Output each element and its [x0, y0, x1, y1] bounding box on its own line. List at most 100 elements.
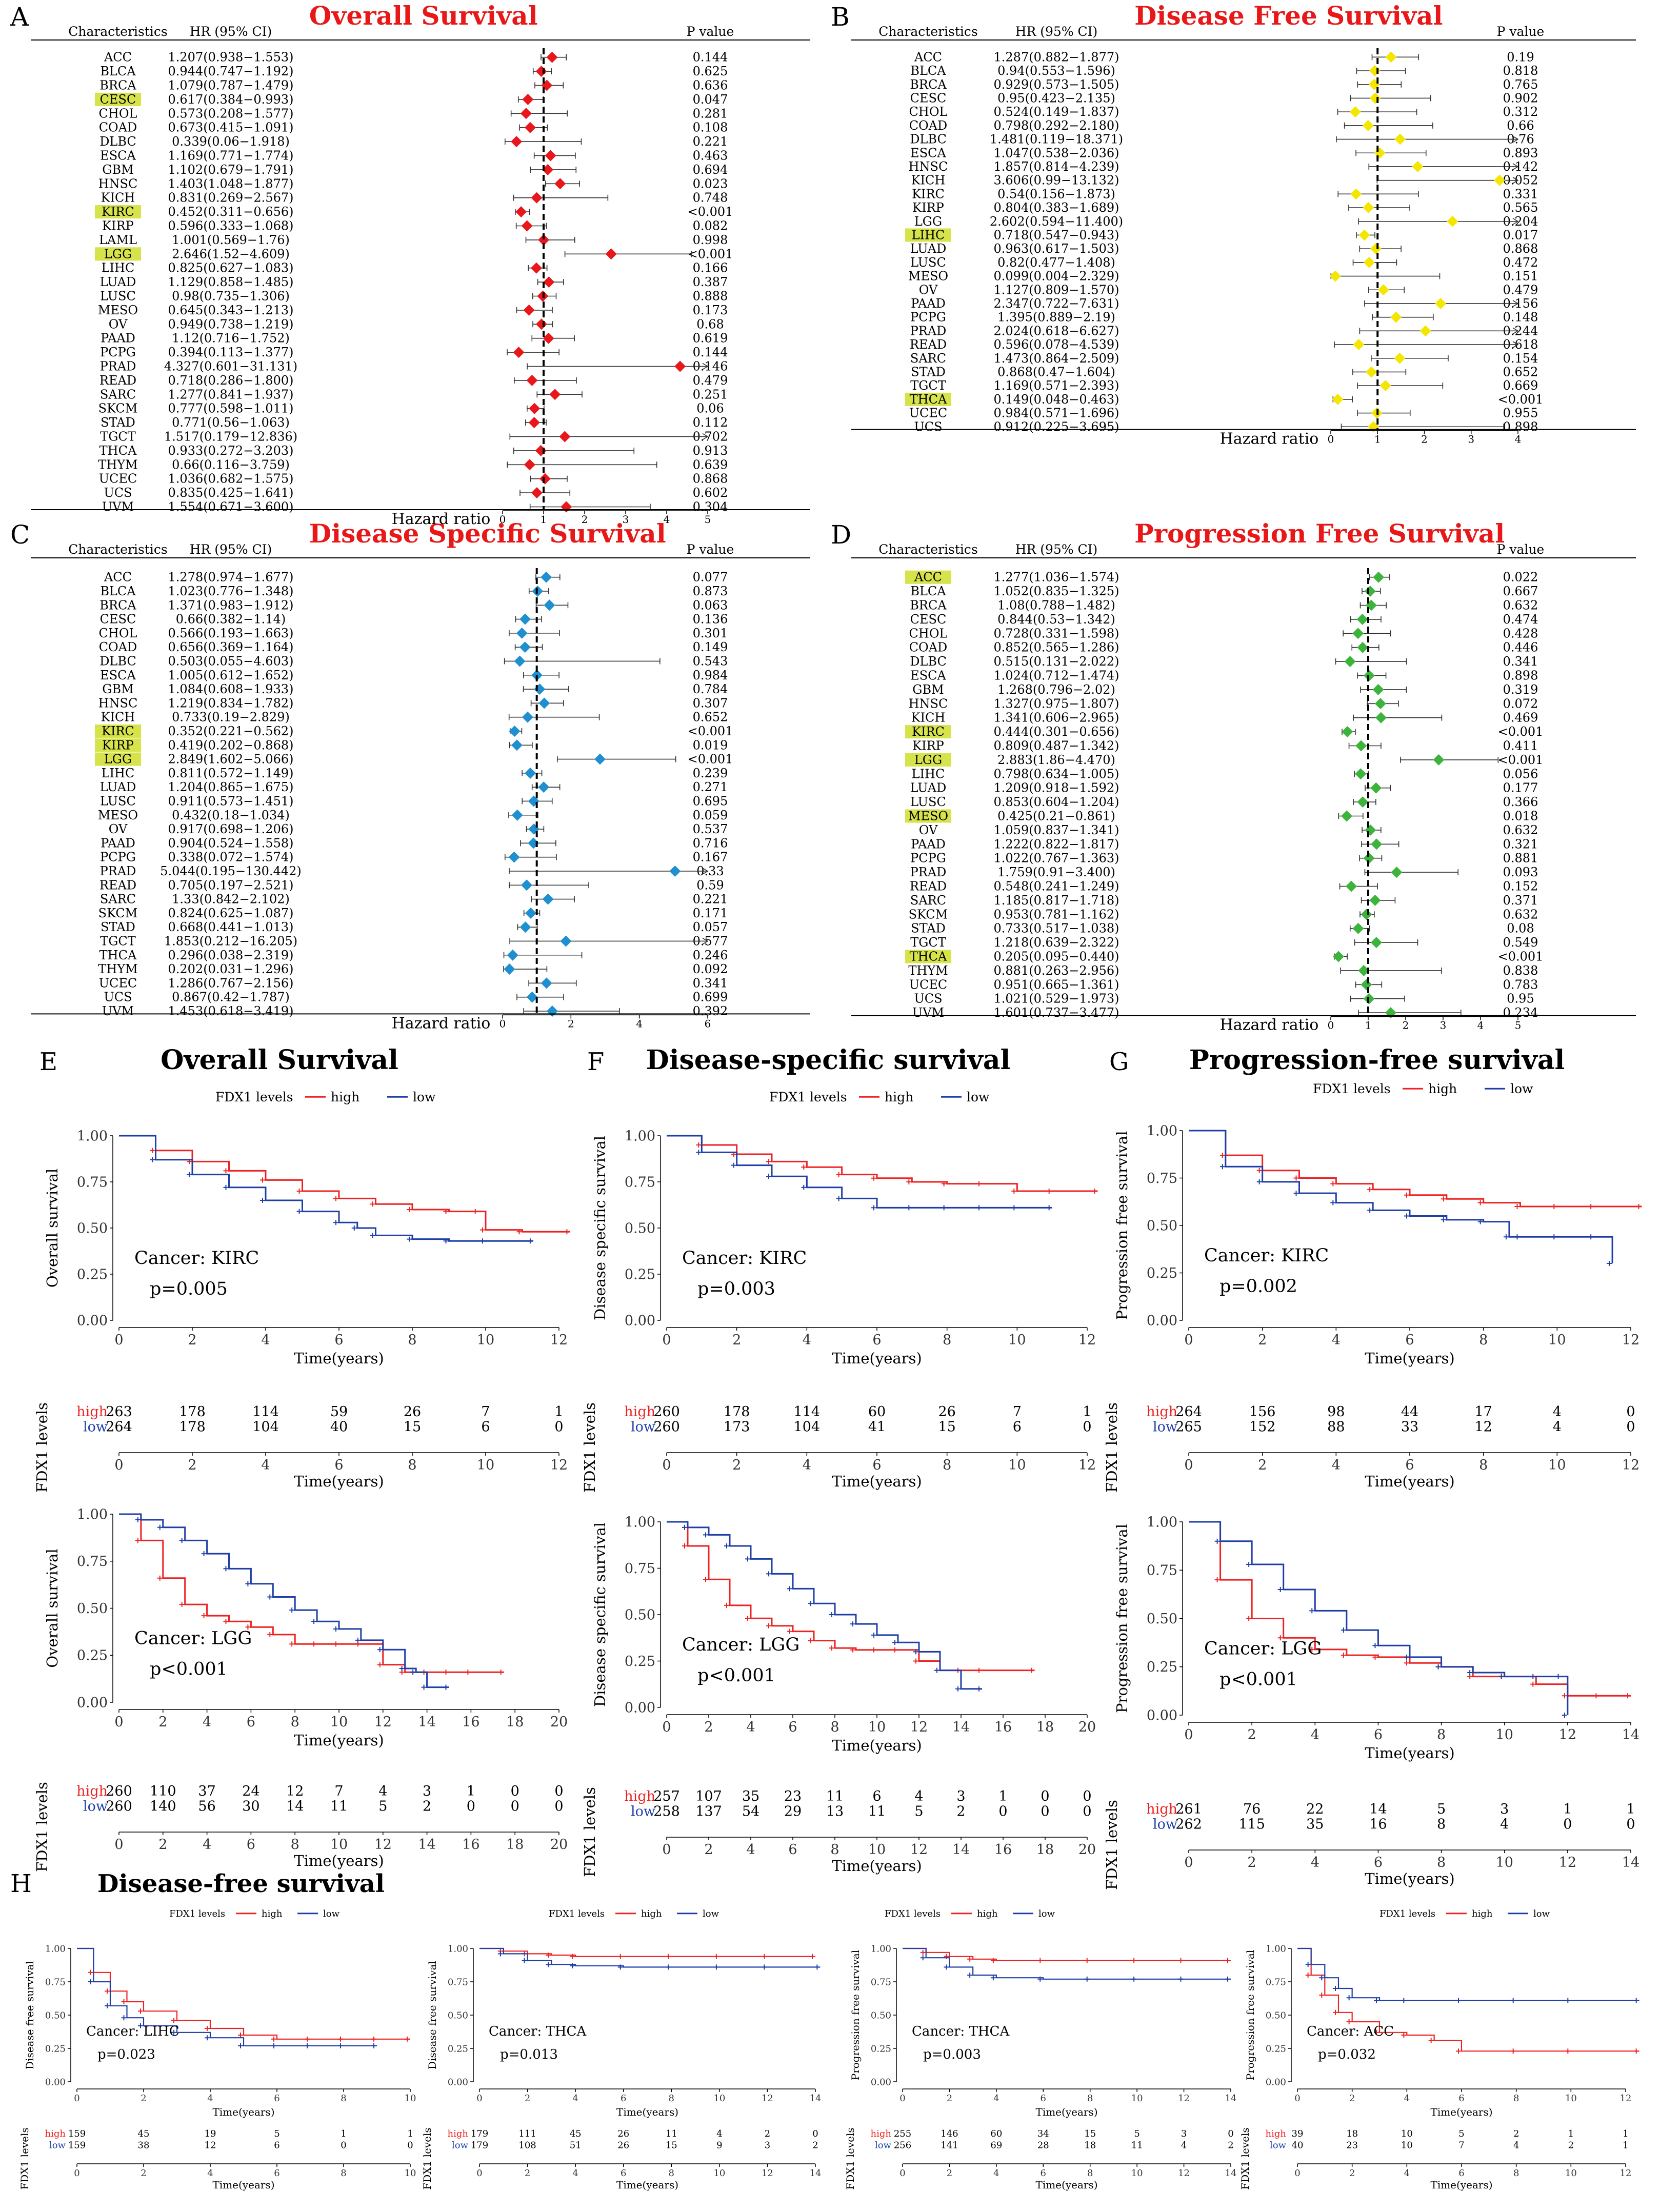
x-axis-label: Time(years): [832, 1737, 922, 1754]
risk-count-high: 0: [1083, 1788, 1091, 1804]
x-axis-label: Time(years): [832, 1350, 922, 1367]
risk-count-low: 256: [894, 2140, 911, 2150]
censor-mark: [762, 1954, 767, 1959]
censor-mark: [311, 1641, 317, 1647]
y-tick-label: 0.25: [77, 1266, 108, 1282]
x-tick-label: 20: [550, 1714, 568, 1730]
hr-point: [1342, 726, 1353, 738]
survival-curve-low: [1189, 1130, 1613, 1263]
y-axis-label: Disease specific survival: [591, 1522, 609, 1707]
y-tick-label: 1.00: [625, 1128, 655, 1144]
risk-count-high: 0: [812, 2128, 818, 2139]
risk-count-low: 11: [868, 1804, 886, 1820]
risk-count-high: 1: [467, 1783, 475, 1799]
x-tick-label: 0: [1294, 2093, 1300, 2104]
row-hr-ci: 1.036(0.682−1.575): [168, 472, 294, 486]
censor-mark: [1367, 1208, 1373, 1213]
row-hr-ci: 0.825(0.627−1.083): [168, 261, 294, 275]
risk-x-tick-label: 2: [158, 1837, 167, 1853]
x-tick-label: 10: [1548, 1332, 1566, 1348]
censor-mark: [1510, 2048, 1516, 2054]
row-label: LUSC: [100, 289, 136, 304]
x-tick-label: 8: [943, 1332, 951, 1348]
risk-count-high: 22: [1306, 1801, 1324, 1817]
p-value-label: p=0.013: [500, 2047, 558, 2062]
legend: FDX1 levels high low: [169, 1908, 340, 1919]
highlight-box: [905, 570, 951, 584]
censor-mark: [399, 1665, 405, 1671]
row-hr-ci: 1.277(0.841−1.937): [168, 387, 294, 401]
risk-x-tick-label: 12: [1620, 2168, 1632, 2179]
chart-title: Disease Free Survival: [1134, 1, 1443, 31]
row-hr-ci: 0.951(0.665−1.361): [994, 977, 1119, 992]
hr-point: [549, 389, 561, 400]
censor-mark: [1293, 1191, 1299, 1196]
risk-x-tick-label: 6: [274, 2168, 279, 2179]
km-plot-F: F Disease-specific survival FDX1 levels hig…: [581, 1044, 1098, 1493]
y-tick-label: 0.75: [45, 1977, 66, 1987]
risk-count-high: 1: [407, 2128, 413, 2139]
censor-mark: [480, 1227, 485, 1233]
x-tick-label: 2: [1258, 1332, 1267, 1348]
censor-mark: [157, 1524, 163, 1530]
row-hr-ci: 1.403(1.048−1.877): [168, 176, 294, 191]
hr-point: [1357, 641, 1369, 653]
risk-count-low: 0: [467, 1799, 475, 1815]
row-hr-ci: 2.849(1.602−5.066): [168, 752, 294, 767]
censor-mark: [934, 1667, 939, 1673]
y-tick-label: 0.00: [871, 2077, 891, 2087]
survival-curve-high: [1297, 1947, 1639, 2052]
risk-x-tick-label: 14: [1622, 1855, 1639, 1871]
censor-mark: [223, 1619, 229, 1624]
ci-arrow: [1512, 176, 1519, 184]
row-pvalue: 0.998: [693, 233, 728, 247]
risk-count-low: 0: [554, 1419, 563, 1435]
risk-x-tick-label: 0: [899, 2168, 905, 2179]
censor-mark: [407, 1236, 412, 1242]
censor-mark: [666, 1964, 671, 1970]
row-label: PCPG: [910, 310, 946, 325]
x-tick-label: 6: [705, 1017, 711, 1030]
row-label: COAD: [99, 640, 137, 654]
p-value-label: p<0.001: [697, 1665, 775, 1686]
risk-count-high: 178: [724, 1404, 750, 1420]
forest-plot-A: A Overall Survival Characteristics HR (95% …: [10, 1, 810, 528]
censor-mark: [1372, 1654, 1378, 1660]
censor-mark: [333, 1196, 338, 1201]
row-hr-ci: 0.656(0.369−1.164): [168, 640, 294, 654]
censor-mark: [808, 1638, 813, 1643]
row-label: HNSC: [909, 159, 948, 174]
row-label: PAAD: [911, 837, 946, 851]
risk-table-label: FDX1 levels: [1103, 1800, 1121, 1890]
row-label: UCEC: [909, 406, 947, 420]
row-label: PAAD: [101, 836, 135, 850]
row-hr-ci: 1.341(0.606−2.965): [994, 711, 1119, 725]
x-tick-label: 0: [1184, 1727, 1193, 1743]
row-label: OV: [919, 283, 938, 297]
risk-x-tick-label: 2: [1349, 2168, 1355, 2179]
row-pvalue: 0.341: [693, 976, 728, 990]
row-hr-ci: 2.024(0.618−6.627): [994, 324, 1119, 338]
censor-mark: [1636, 1204, 1642, 1209]
hr-point: [1361, 909, 1372, 920]
censor-mark: [570, 1954, 575, 1959]
hr-point: [1362, 119, 1374, 131]
x-tick-label: 0: [899, 2093, 905, 2104]
row-hr-ci: 0.503(0.055−4.603): [168, 654, 294, 668]
hr-point: [542, 893, 554, 905]
censor-mark: [1256, 1179, 1262, 1184]
x-tick-label: 12: [1622, 1332, 1639, 1348]
x-tick-label: 8: [291, 1714, 299, 1730]
cancer-label: Cancer: KIRC: [682, 1248, 807, 1269]
hr-point: [1358, 964, 1370, 976]
hr-point: [594, 753, 606, 765]
row-hr-ci: 1.12(0.716−1.752): [172, 331, 290, 346]
y-tick-label: 0.00: [1266, 2077, 1286, 2087]
risk-count-high: 26: [404, 1404, 421, 1420]
risk-count-high: 23: [784, 1788, 802, 1804]
censor-mark: [1178, 1976, 1184, 1982]
hr-point: [531, 487, 543, 499]
x-axis-label: Time(years): [616, 2106, 678, 2118]
row-label: HNSC: [98, 176, 138, 191]
